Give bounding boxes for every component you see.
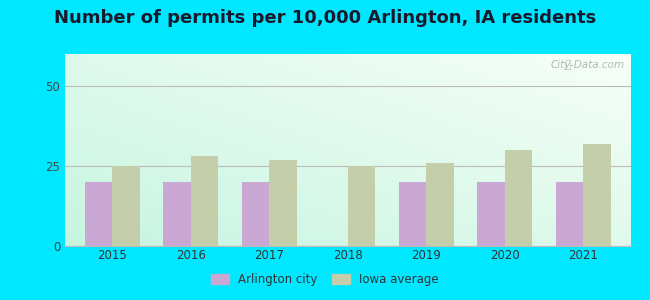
Bar: [426, 163, 454, 246]
Bar: [505, 150, 532, 246]
Bar: [477, 182, 505, 246]
Legend: Arlington city, Iowa average: Arlington city, Iowa average: [207, 269, 443, 291]
Bar: [584, 144, 611, 246]
Bar: [84, 182, 112, 246]
Bar: [348, 166, 375, 246]
Text: City-Data.com: City-Data.com: [551, 60, 625, 70]
Bar: [269, 160, 296, 246]
Bar: [163, 182, 190, 246]
Bar: [556, 182, 584, 246]
Bar: [190, 156, 218, 246]
Text: Number of permits per 10,000 Arlington, IA residents: Number of permits per 10,000 Arlington, …: [54, 9, 596, 27]
Text: ⓘ: ⓘ: [564, 60, 571, 70]
Bar: [112, 166, 140, 246]
Bar: [399, 182, 426, 246]
Bar: [242, 182, 269, 246]
